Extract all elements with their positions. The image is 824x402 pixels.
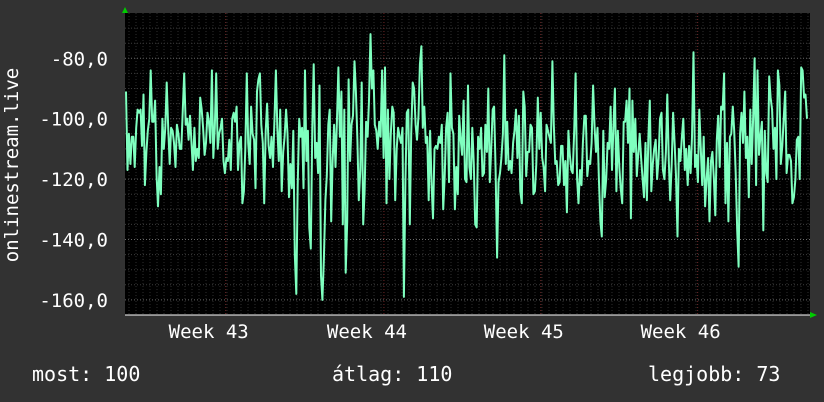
x-tick-label: Week 43 [169,321,249,343]
y-axis: -80,0 -100,0 -120,0 -140,0 -160,0 [39,48,108,312]
y-tick-label: -160,0 [39,290,108,312]
x-tick-label: Week 45 [484,321,564,343]
y-tick-label: -140,0 [39,230,108,252]
y-tick-label: -80,0 [51,48,108,70]
x-axis-arrow [810,312,817,318]
current-value: most: 100 [32,362,141,386]
y-tick-label: -120,0 [39,169,108,191]
series-line [125,33,808,301]
average-value: átlag: 110 [332,362,453,386]
x-tick-label: Week 46 [641,321,721,343]
chart: -80,0-100,0-120,0-140,0-160,0 Week 43 Wee… [1,7,817,343]
x-tick-label: Week 44 [327,321,407,343]
y-axis-label: onlinestream.live [1,68,23,262]
y-tick-label: -100,0 [39,109,108,131]
x-axis: Week 43 Week 44 Week 45 Week 46 [169,321,721,343]
best-value: legjobb: 73 [648,362,781,386]
y-axis-arrow [122,7,128,13]
